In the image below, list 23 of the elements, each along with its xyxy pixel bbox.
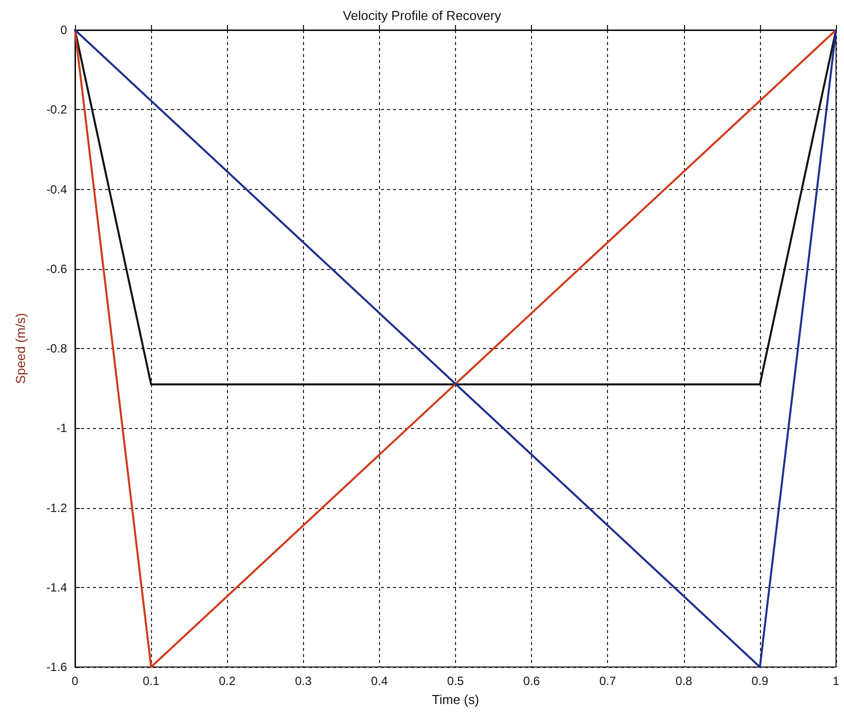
y-tick-label: -0.4 bbox=[46, 182, 68, 196]
y-tick-label: -0.8 bbox=[46, 342, 68, 356]
x-tick-label: 0 bbox=[72, 674, 79, 688]
x-tick-label: 0.1 bbox=[142, 674, 160, 688]
y-tick-label: -1 bbox=[56, 421, 68, 436]
y-tick-label: -0.2 bbox=[46, 102, 68, 117]
y-tick-label: -1.6 bbox=[46, 660, 68, 674]
y-tick-label: 0 bbox=[60, 23, 68, 37]
x-tick-label: 0.7 bbox=[599, 674, 616, 688]
x-tick-label: 0.2 bbox=[218, 674, 236, 688]
x-tick-label: 0.9 bbox=[752, 674, 769, 688]
x-tick-label: 0.8 bbox=[675, 674, 692, 688]
y-tick-label: -0.6 bbox=[46, 262, 68, 276]
y-tick-label: -1.4 bbox=[46, 580, 68, 594]
x-axis-title: Time (s) bbox=[432, 692, 480, 707]
x-tick-label: 0.3 bbox=[294, 674, 312, 688]
y-tick-label: -1.2 bbox=[46, 500, 68, 515]
x-tick-label: 0.5 bbox=[447, 674, 464, 688]
x-tick-label: 0.4 bbox=[371, 674, 388, 688]
x-tick-label: 1 bbox=[832, 674, 840, 688]
chart-title: Velocity Profile of Recovery bbox=[342, 8, 502, 23]
y-axis-title: Speed (m/s) bbox=[13, 313, 28, 384]
x-tick-label: 0.6 bbox=[523, 674, 540, 688]
